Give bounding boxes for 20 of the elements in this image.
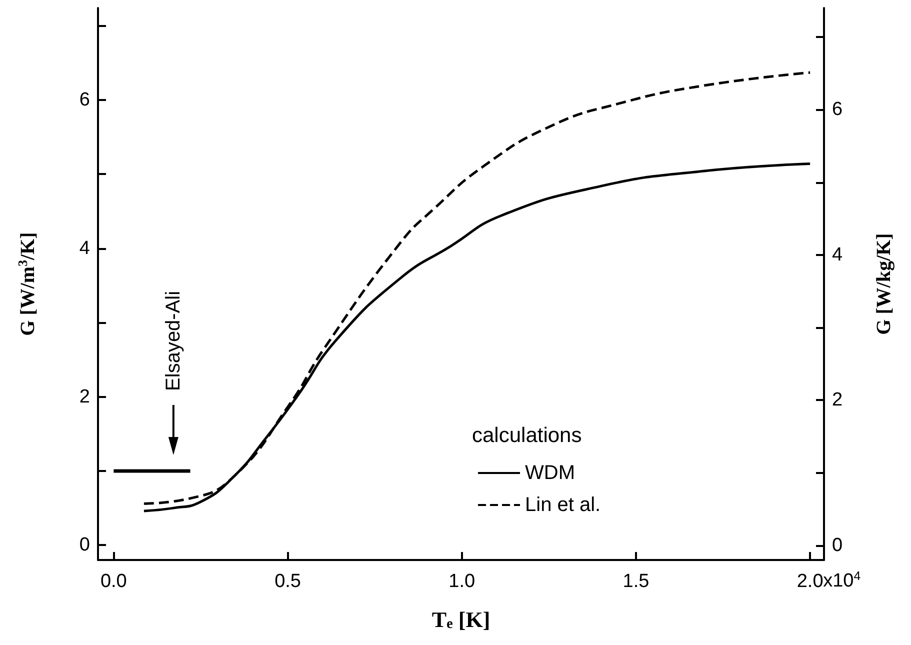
y2-axis-title: G [W/kg/K] xyxy=(873,233,895,335)
legend-label: Lin et al. xyxy=(525,494,601,516)
x-tick-label: 1.5 xyxy=(622,571,650,592)
y2-tick-label: 6 xyxy=(832,99,843,120)
y2-tick-label: 4 xyxy=(832,244,843,266)
y-tick-label: 0 xyxy=(79,534,90,556)
annotation: Elsayed-Ali xyxy=(162,290,184,391)
y2-tick-label: 2 xyxy=(832,390,843,411)
x-tick-label: 0.0 xyxy=(100,571,127,592)
y-axis-title: G [W/m3/K] xyxy=(15,232,39,336)
y-tick-label: 4 xyxy=(79,238,90,259)
y2-tick-label: 0 xyxy=(832,534,843,556)
legend-title: calculations xyxy=(472,424,582,447)
x-tick-label: 1.0 xyxy=(448,571,476,592)
y-tick-label: 6 xyxy=(79,90,90,110)
x-tick-label: 2.0 xyxy=(796,571,824,592)
x-axis-title: Te [K] xyxy=(432,606,490,632)
x-tick-label: 0.5 xyxy=(274,571,301,592)
legend-label: WDM xyxy=(525,462,575,484)
y-tick-label: 2 xyxy=(79,386,90,408)
